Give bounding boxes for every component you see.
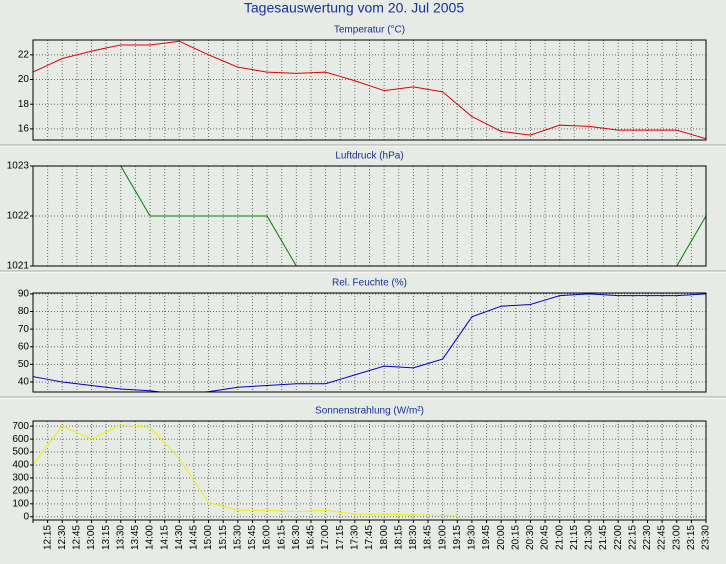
x-tick-label: 22:45 (657, 525, 668, 550)
x-tick-label: 14:15 (159, 525, 170, 550)
y-tick-label: 90 (18, 289, 30, 300)
x-tick-label: 16:45 (306, 525, 317, 550)
y-tick-label: 1022 (7, 211, 30, 222)
panel-title: Luftdruck (hPa) (335, 151, 403, 162)
y-tick-label: 600 (12, 434, 29, 445)
x-tick-label: 23:30 (701, 525, 712, 550)
x-tick-label: 20:00 (496, 525, 507, 550)
y-tick-label: 300 (12, 473, 29, 484)
x-tick-label: 23:15 (686, 525, 697, 550)
data-line (33, 293, 706, 392)
x-tick-label: 21:45 (598, 525, 609, 550)
x-tick-label: 20:45 (540, 525, 551, 550)
data-line (33, 40, 706, 140)
x-tick-label: 22:15 (627, 525, 638, 550)
y-tick-label: 20 (18, 74, 30, 85)
y-tick-label: 50 (18, 359, 30, 370)
x-tick-label: 15:00 (203, 525, 214, 550)
x-tick-label: 20:30 (525, 525, 536, 550)
x-tick-label: 19:30 (467, 525, 478, 550)
y-tick-label: 80 (18, 306, 30, 317)
x-tick-label: 12:15 (42, 525, 53, 550)
x-tick-label: 17:45 (364, 525, 375, 550)
x-tick-label: 19:45 (481, 525, 492, 550)
y-tick-label: 200 (12, 486, 29, 497)
x-tick-label: 15:15 (218, 525, 229, 550)
plot-frame (32, 292, 707, 393)
y-tick-label: 100 (12, 498, 29, 509)
x-tick-label: 16:15 (276, 525, 287, 550)
x-tick-label: 17:00 (320, 525, 331, 550)
panel-title: Rel. Feuchte (%) (332, 278, 407, 289)
x-tick-label: 21:15 (569, 525, 580, 550)
y-tick-label: 18 (18, 99, 30, 110)
x-tick-label: 16:00 (262, 525, 273, 550)
x-tick-label: 18:00 (379, 525, 390, 550)
plot-frame (32, 39, 707, 141)
x-tick-label: 21:30 (584, 525, 595, 550)
x-tick-label: 14:45 (189, 525, 200, 550)
x-tick-label: 21:00 (554, 525, 565, 550)
x-tick-label: 14:00 (145, 525, 156, 550)
x-tick-label: 12:30 (57, 525, 68, 550)
y-tick-label: 40 (18, 377, 30, 388)
data-line (33, 424, 458, 517)
x-tick-label: 19:00 (437, 525, 448, 550)
y-tick-label: 16 (18, 124, 30, 135)
page-title: Tagesauswertung vom 20. Jul 2005 (244, 0, 464, 16)
x-tick-label: 13:45 (130, 525, 141, 550)
x-tick-label: 15:30 (232, 525, 243, 550)
x-tick-label: 22:30 (642, 525, 653, 550)
x-tick-label: 18:30 (408, 525, 419, 550)
y-tick-label: 0 (23, 511, 29, 522)
x-tick-label: 13:00 (86, 525, 97, 550)
x-tick-label: 17:30 (350, 525, 361, 550)
panel-title: Temperatur (°C) (334, 25, 405, 36)
panel-title: Sonnenstrahlung (W/m²) (315, 406, 424, 417)
y-tick-label: 22 (18, 49, 30, 60)
x-tick-label: 18:15 (393, 525, 404, 550)
data-line (33, 166, 706, 266)
x-tick-label: 17:15 (335, 525, 346, 550)
x-tick-label: 23:00 (671, 525, 682, 550)
y-tick-label: 70 (18, 324, 30, 335)
plot-area (33, 293, 706, 392)
y-tick-label: 1023 (7, 161, 30, 172)
x-tick-label: 19:15 (452, 525, 463, 550)
x-tick-label: 16:30 (291, 525, 302, 550)
x-tick-label: 14:30 (174, 525, 185, 550)
plot-frame (32, 165, 707, 267)
x-tick-label: 15:45 (247, 525, 258, 550)
plot-area (33, 40, 706, 140)
y-tick-label: 700 (12, 421, 29, 432)
x-tick-label: 22:00 (613, 525, 624, 550)
y-tick-label: 60 (18, 341, 30, 352)
y-tick-label: 400 (12, 460, 29, 471)
x-tick-label: 13:30 (115, 525, 126, 550)
y-tick-label: 500 (12, 447, 29, 458)
x-tick-label: 13:15 (101, 525, 112, 550)
x-tick-label: 12:45 (72, 525, 83, 550)
x-tick-label: 18:45 (423, 525, 434, 550)
x-tick-label: 20:15 (510, 525, 521, 550)
y-tick-label: 1021 (7, 261, 30, 272)
